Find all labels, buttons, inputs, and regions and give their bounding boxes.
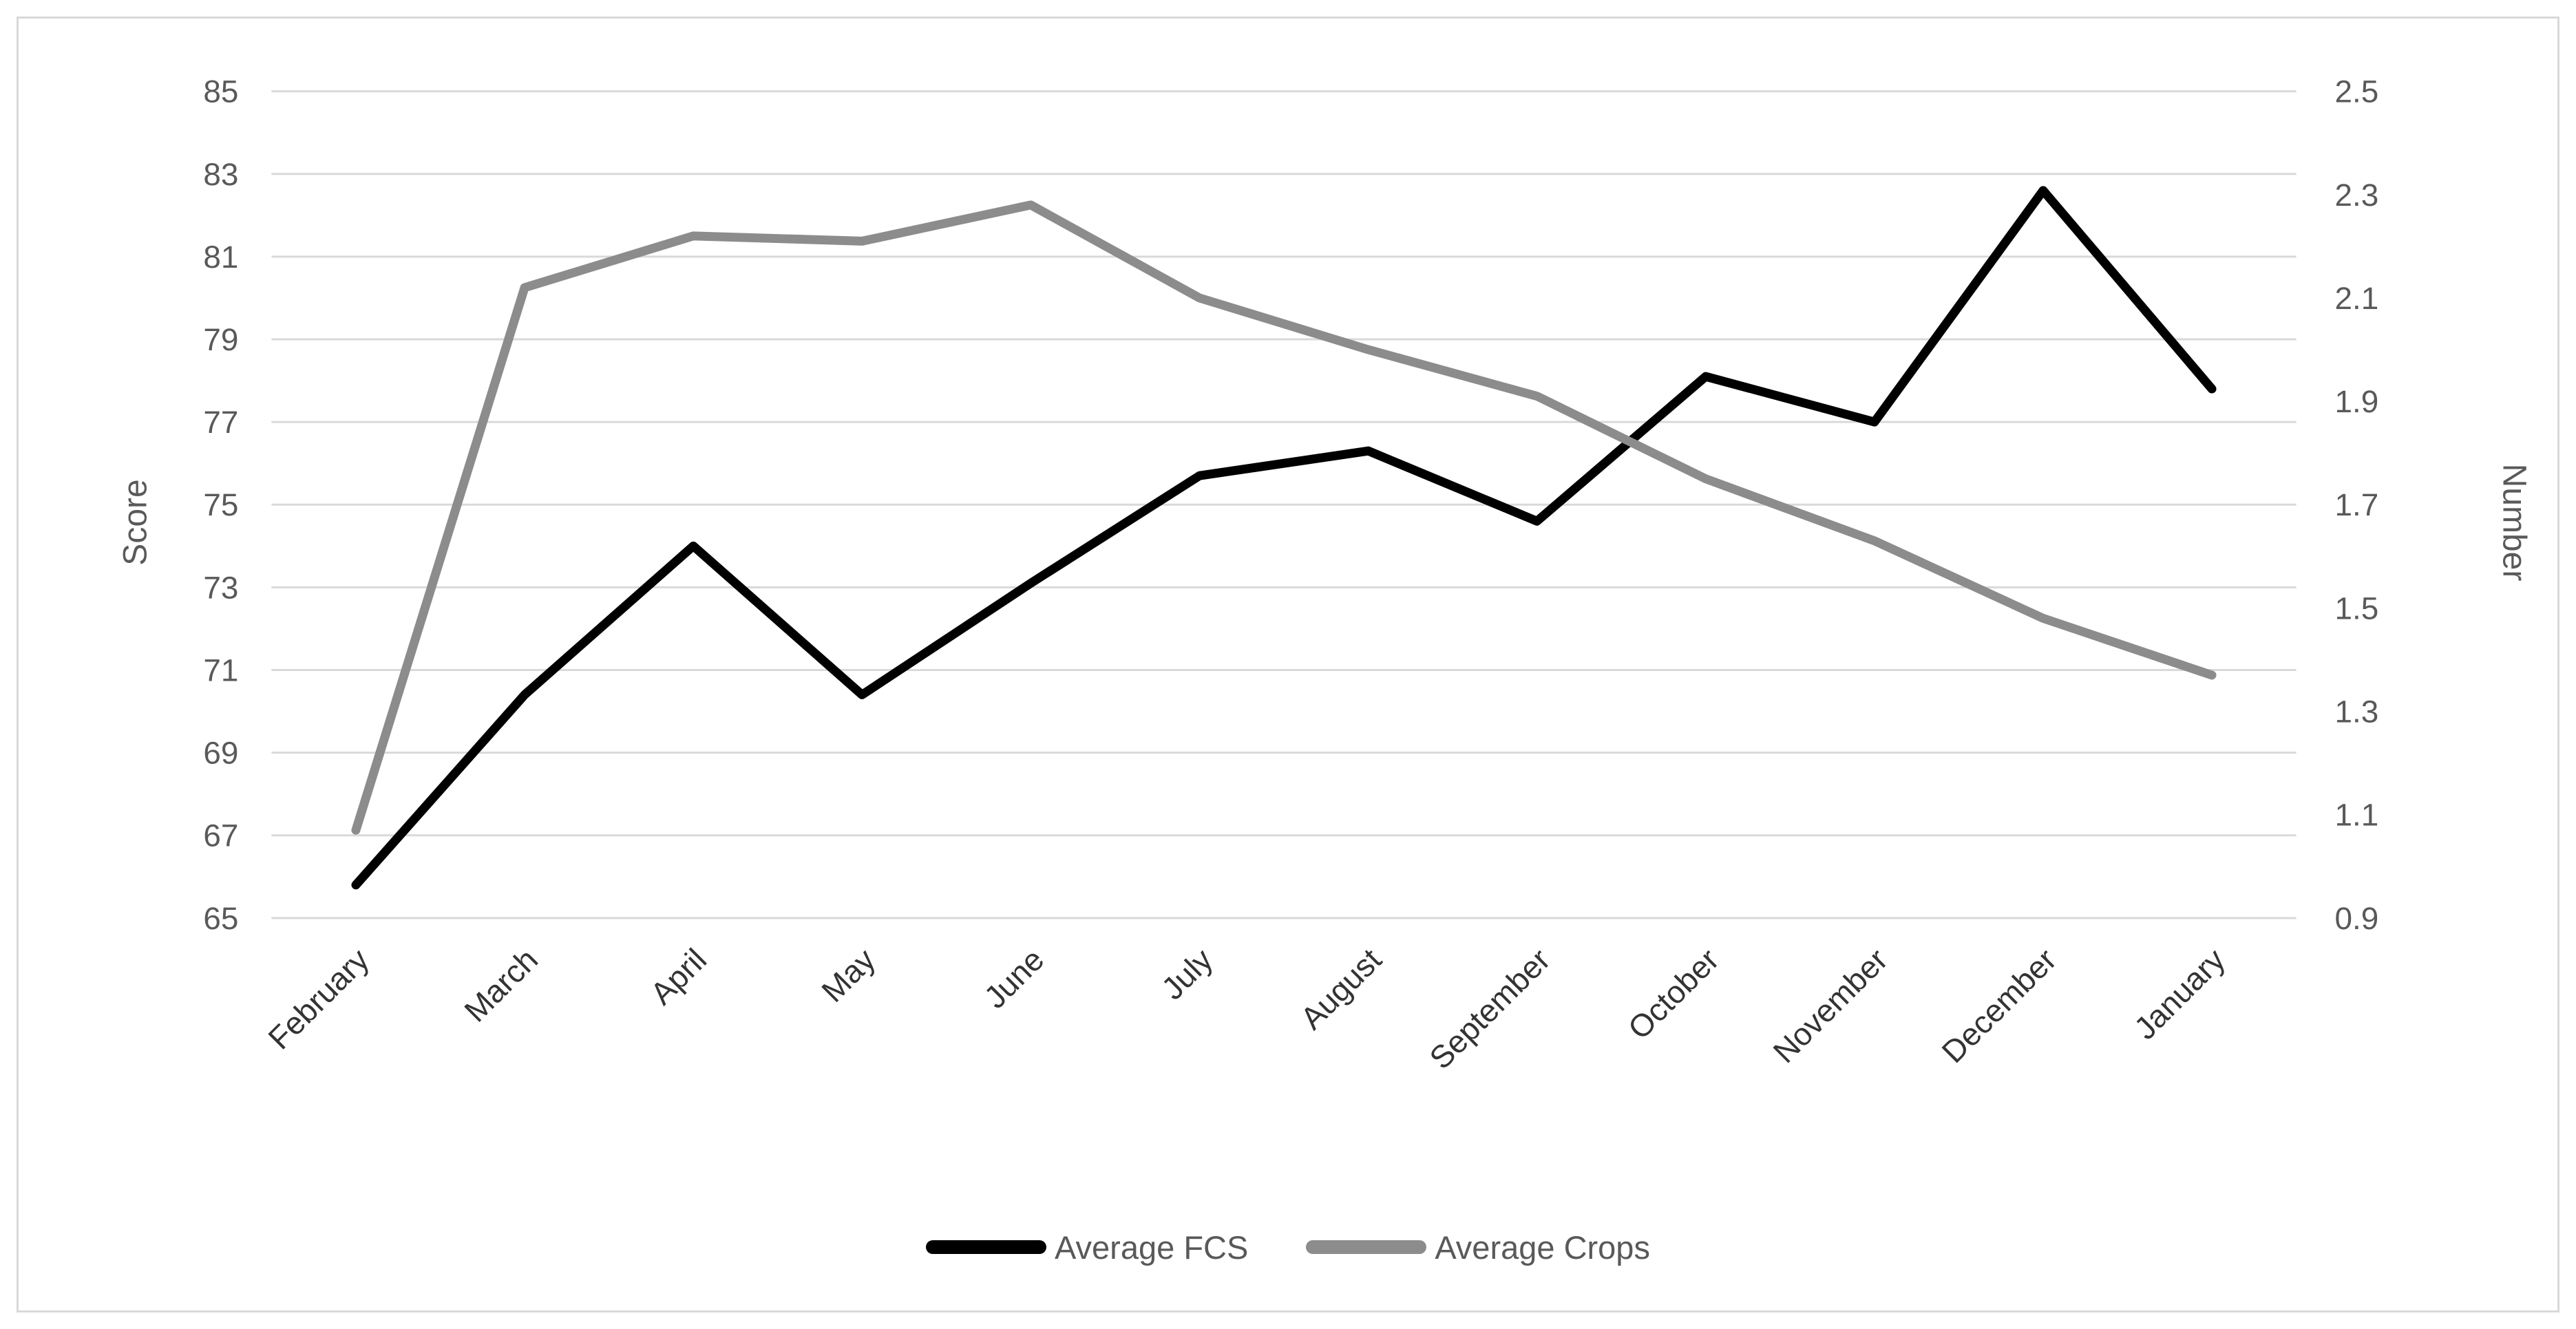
x-axis-month-label: September [1422,942,1557,1076]
x-axis-month-label: May [814,942,882,1009]
x-axis-month-label: October [1621,942,1726,1046]
right-axis-tick-label: 2.5 [2335,74,2379,109]
x-axis-month-label: March [457,942,545,1029]
right-axis-tick-label: 1.3 [2335,694,2379,730]
x-axis-month-label: June [977,942,1051,1015]
right-axis-tick-label: 1.9 [2335,383,2379,419]
x-axis-month-label: November [1766,942,1894,1070]
x-axis-month-label: July [1154,942,1220,1006]
left-axis-tick-label: 85 [203,74,238,109]
x-axis-month-label: February [261,942,376,1056]
right-axis-tick-label: 1.5 [2335,590,2379,626]
right-axis-tick-label: 2.3 [2335,177,2379,213]
x-axis-month-label: August [1294,942,1389,1036]
right-axis-tick-label: 2.1 [2335,280,2379,316]
x-axis-month-label: December [1934,942,2063,1070]
legend-label: Average Crops [1435,1229,1650,1266]
series-line-average-fcs [351,186,2217,890]
left-axis-title: Score [117,479,154,566]
legend-item-average-crops: Average Crops [1306,1231,1650,1264]
left-axis-tick-label: 83 [203,156,238,192]
left-axis-tick-label: 71 [203,652,238,688]
legend-item-average-fcs: Average FCS [926,1231,1248,1264]
legend: Average FCS Average Crops [19,1216,2557,1278]
x-axis-month-label: April [643,942,713,1012]
right-axis-tick-label: 0.9 [2335,900,2379,936]
left-axis-tick-label: 67 [203,818,238,853]
legend-line-swatch [1306,1240,1427,1254]
left-axis-tick-label: 75 [203,487,238,522]
right-axis-title: Number [2495,463,2533,582]
right-axis-tick-label: 1.7 [2335,487,2379,522]
legend-line-swatch [926,1240,1047,1254]
left-axis-tick-label: 73 [203,569,238,605]
x-axis-month-label: January [2127,942,2232,1046]
left-axis-tick-label: 81 [203,239,238,275]
left-axis-tick-label: 69 [203,735,238,771]
left-axis-tick-label: 77 [203,404,238,440]
line-chart-canvas: 85 83 81 79 77 75 73 71 69 67 65 2.5 2.3 2.1 1.9 1.7 1.5… [203,74,2379,1076]
right-axis-tick-label: 1.1 [2335,797,2379,833]
left-axis-tick-label: 65 [203,900,238,936]
legend-label: Average FCS [1055,1229,1249,1266]
series-line-average-crops [351,200,2217,835]
left-axis-tick-label: 79 [203,321,238,357]
chart-frame: 85 83 81 79 77 75 73 71 69 67 65 2.5 2.3 2.1 1.9 1.7 1.5… [17,17,2559,1312]
